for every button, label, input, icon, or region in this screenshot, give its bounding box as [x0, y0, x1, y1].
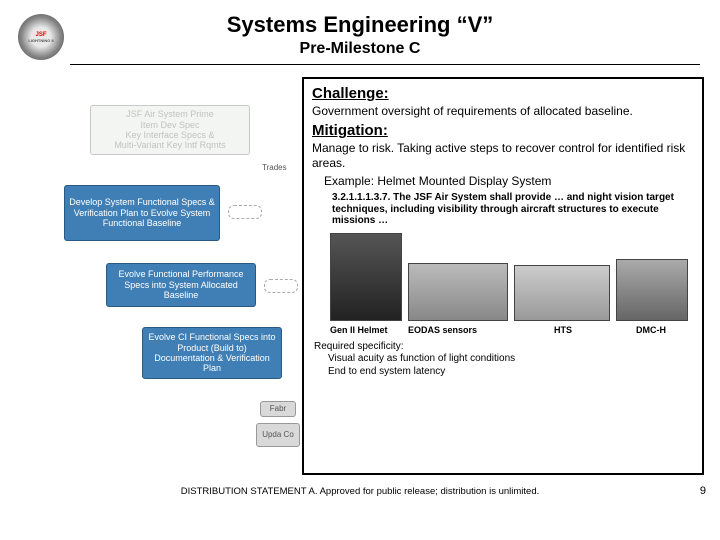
box-functional-baseline-text: Develop System Functional Specs & Verifi… [68, 197, 216, 228]
req-spec-heading: Required specificity: [314, 341, 694, 354]
page-subtitle: Pre-Milestone C [0, 40, 720, 58]
challenge-body: Government oversight of requirements of … [312, 104, 694, 118]
label-hts: HTS [514, 325, 612, 335]
box-allocated-baseline-text: Evolve Functional Performance Specs into… [110, 269, 252, 300]
req-spec-item-1: Visual acuity as function of light condi… [314, 353, 694, 366]
required-specificity: Required specificity: Visual acuity as f… [314, 341, 694, 379]
box-ci-specs-text: Evolve CI Functional Specs into Product … [146, 332, 278, 373]
label-eodas: EODAS sensors [408, 325, 510, 335]
dashed-connector-2 [264, 279, 298, 293]
eodas-sensors-image [408, 263, 508, 321]
box-allocated-baseline: Evolve Functional Performance Specs into… [106, 263, 256, 307]
image-labels-row: Gen II Helmet EODAS sensors HTS DMC-H [330, 325, 694, 335]
distribution-statement: DISTRIBUTION STATEMENT A. Approved for p… [0, 486, 720, 497]
box-fabr: Fabr [260, 401, 296, 417]
gen2-helmet-image [330, 233, 402, 321]
challenge-heading: Challenge: [312, 85, 694, 102]
label-helmet: Gen II Helmet [330, 325, 404, 335]
box-functional-baseline: Develop System Functional Specs & Verifi… [64, 185, 220, 241]
box-ci-specs: Evolve CI Functional Specs into Product … [142, 327, 282, 379]
label-dmch: DMC-H [616, 325, 686, 335]
dmc-h-image [616, 259, 688, 321]
mitigation-heading: Mitigation: [312, 122, 694, 139]
content-area: JSF Air System Prime Item Dev Spec Key I… [0, 65, 720, 505]
page-number: 9 [700, 485, 706, 497]
page-title: Systems Engineering “V” [0, 12, 720, 38]
callout-box: Challenge: Government oversight of requi… [302, 77, 704, 475]
jsf-logo: JSF LIGHTNING II [18, 14, 64, 60]
box-upda-text: Upda Co [262, 430, 294, 439]
example-line: Example: Helmet Mounted Display System [312, 174, 694, 188]
spec-text: 3.2.1.1.1.3.7. The JSF Air System shall … [312, 192, 694, 227]
logo-subtext: LIGHTNING II [28, 38, 53, 43]
hts-image [514, 265, 610, 321]
trades-label: Trades [262, 163, 287, 172]
box-top-pale: JSF Air System Prime Item Dev Spec Key I… [90, 105, 250, 155]
box-top-pale-text: JSF Air System Prime Item Dev Spec Key I… [114, 109, 225, 150]
equipment-images-row [330, 233, 694, 321]
box-upda: Upda Co [256, 423, 300, 447]
mitigation-body: Manage to risk. Taking active steps to r… [312, 141, 694, 170]
dashed-connector-1 [228, 205, 262, 219]
box-fabr-text: Fabr [270, 404, 286, 413]
req-spec-item-2: End to end system latency [314, 366, 694, 379]
